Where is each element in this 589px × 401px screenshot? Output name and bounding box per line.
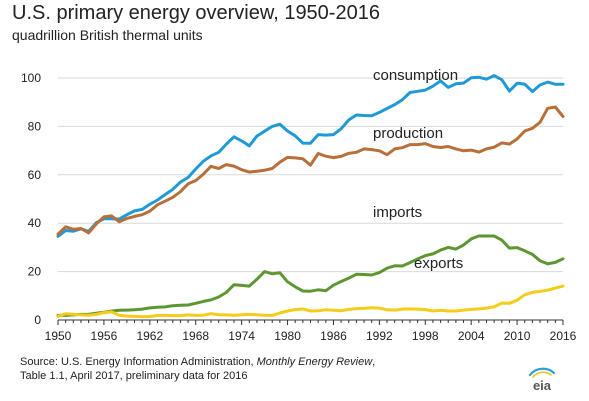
x-tick-label: 1950 bbox=[45, 329, 72, 343]
x-tick-label: 2004 bbox=[458, 329, 485, 343]
y-tick-label: 40 bbox=[28, 216, 42, 230]
series-line-imports bbox=[56, 234, 565, 317]
x-tick-label: 1998 bbox=[412, 329, 439, 343]
chart-title: U.S. primary energy overview, 1950-2016 bbox=[12, 2, 380, 24]
x-tick-label: 1980 bbox=[274, 329, 301, 343]
series-label-consumption: consumption bbox=[373, 67, 458, 84]
x-tick-label: 1992 bbox=[366, 329, 393, 343]
series-line-production bbox=[56, 105, 565, 236]
x-tick-label: 2016 bbox=[550, 329, 577, 343]
eia-logo-swoosh-inner bbox=[532, 371, 552, 378]
grid-lines bbox=[58, 77, 563, 273]
eia-logo-text: eia bbox=[533, 378, 552, 393]
y-tick-label: 0 bbox=[34, 313, 41, 327]
x-tick-label: 1974 bbox=[228, 329, 255, 343]
series-line-exports bbox=[56, 284, 565, 319]
x-tick-label: 2010 bbox=[504, 329, 531, 343]
y-tick-label: 20 bbox=[28, 265, 42, 279]
series-line-consumption bbox=[56, 74, 565, 238]
source-note: Source: U.S. Energy Information Administ… bbox=[20, 355, 375, 383]
x-tick-label: 1986 bbox=[320, 329, 347, 343]
y-tick-label: 80 bbox=[28, 119, 42, 133]
chart-subtitle: quadrillion British thermal units bbox=[12, 27, 203, 43]
source-line1-italic: Monthly Energy Review bbox=[256, 356, 373, 368]
series-label-exports: exports bbox=[414, 255, 463, 272]
x-tick-label: 1962 bbox=[136, 329, 163, 343]
x-tick-label: 1956 bbox=[91, 329, 118, 343]
series-label-production: production bbox=[373, 125, 443, 142]
series-labels: consumption production imports exports bbox=[373, 67, 463, 272]
source-line1-prefix: Source: U.S. Energy Information Administ… bbox=[20, 356, 257, 368]
eia-logo-swoosh bbox=[528, 367, 556, 377]
x-tick-label: 1968 bbox=[182, 329, 209, 343]
series-label-imports: imports bbox=[373, 204, 422, 221]
source-line2: Table 1.1, April 2017, preliminary data … bbox=[20, 370, 248, 382]
y-tick-label: 60 bbox=[28, 168, 42, 182]
axes: 0 20 40 60 80 100 1950 1956 1962 1968 1974 1980 1986… bbox=[21, 71, 577, 343]
eia-logo: eia bbox=[528, 367, 556, 393]
source-line1-suffix: , bbox=[372, 356, 376, 368]
data-series bbox=[56, 74, 565, 319]
y-tick-label: 100 bbox=[21, 71, 41, 85]
